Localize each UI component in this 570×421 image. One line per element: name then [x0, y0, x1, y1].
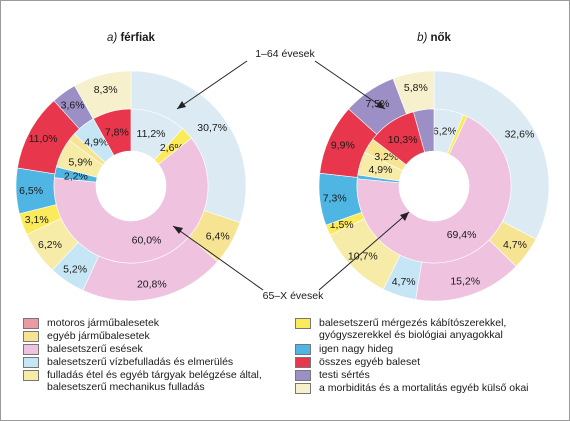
nok-inner-label-esesek: 69,4%: [447, 229, 477, 241]
nok-outer-label-esesek: 15,2%: [450, 275, 480, 287]
annotation-age-65-x: 65–X évesek: [263, 290, 324, 302]
legend-label-fulladas: fulladás étel és egyéb tárgyak belégzése…: [47, 369, 262, 393]
ferfiak-outer-label-egyeb_baleset: 11,0%: [29, 133, 58, 145]
nok-inner-label-egyeb_baleset: 10,3%: [388, 134, 418, 146]
chart-nok: 32,6%4,7%15,2%4,7%10,7%1,5%7,3%9,9%7,5%5…: [318, 32, 550, 302]
ferfiak-outer-label-vizbe: 5,2%: [63, 263, 87, 275]
annotation-age-1-64: 1–64 évesek: [255, 48, 315, 60]
nok-outer-label-egyeb_baleset: 9,9%: [331, 139, 355, 151]
legend-swatch-esesek: [23, 344, 39, 355]
arrowhead-top-left: [177, 101, 186, 109]
arrowhead-bottom-left: [173, 226, 183, 234]
nok-center-hole: [399, 151, 469, 221]
legend-label-motoros: motoros járműbalesetek: [47, 317, 160, 329]
legend-label-vizbe: balesetszerű vízbefulladás és elmerülés: [47, 356, 234, 368]
chart-ferfiak: 30,7% 6,4% 20,8% 5,2%6,2% 3,1% 6,5% 11,0% 3,6% 8…: [15, 32, 247, 302]
legend-swatch-egyeb_baleset: [295, 357, 311, 368]
donut-charts: 30,7%6,4%20,8%5,2%6,2%3,1%6,5%11,0%3,6%8…: [15, 32, 550, 302]
legend-item-egyeb_baleset: összes egyéb baleset: [295, 356, 420, 368]
arrowhead-top-right: [376, 101, 385, 109]
legend-item-fulladas: fulladás étel és egyéb tárgyak belégzése…: [23, 369, 262, 393]
nok-inner-label-fulladas: 4,9%: [369, 164, 393, 176]
ferfiak-inner-label-egyeb_baleset: 7,8%: [105, 126, 129, 138]
ferfiak-outer-label-kulso: 8,3%: [94, 84, 118, 96]
nok-outer-label-fulladas: 10,7%: [348, 251, 378, 263]
legend-item-vizbe: balesetszerű vízbefulladás és elmerülés: [23, 356, 233, 368]
legend-item-esesek: balesetszerű esések: [23, 343, 143, 355]
arrow-bottom-left: [172, 225, 264, 291]
ferfiak-outer-label-egyeb_jarmu: 6,4%: [206, 230, 230, 242]
ferfiak-inner-label-esesek: 60,0%: [132, 234, 162, 246]
arrow-top-right: [314, 60, 386, 110]
nok-inner-label-rest: 6,2%: [433, 126, 457, 138]
nok-outer-label-hideg: 7,3%: [323, 192, 347, 204]
legend-swatch-mergezes: [295, 318, 311, 329]
ferfiak-outer-label-fulladas: 6,2%: [38, 239, 62, 251]
legend-item-testi: testi sértés: [295, 369, 370, 381]
ferfiak-inner-label-fulladas: 5,9%: [68, 156, 92, 168]
legend-label-egyeb_jarmu: egyéb járműbalesetek: [47, 330, 150, 342]
arrowhead-bottom-right: [400, 212, 409, 221]
legend-swatch-testi: [295, 370, 311, 381]
legend-item-hideg: igen nagy hideg: [295, 343, 393, 355]
chart-title-nok: b) nők: [417, 32, 451, 44]
nok-outer-label-rest: 32,6%: [505, 129, 535, 141]
nok-outer-label-egyeb_jarmu: 4,7%: [503, 239, 527, 251]
annotations-layer: 1–64 évesek 65–X évesek: [172, 48, 410, 302]
arrow-bottom-right: [318, 211, 410, 291]
nok-outer-label-mergezes: 1,5%: [330, 219, 354, 231]
legend-label-egyeb_baleset: összes egyéb baleset: [319, 356, 420, 368]
legend-item-motoros: motoros járműbalesetek: [23, 317, 159, 329]
arrow-top-left: [176, 60, 248, 110]
nok-outer-label-vizbe: 4,7%: [392, 276, 416, 288]
nok-outer-label-kulso: 5,8%: [404, 82, 428, 94]
legend-label-kulso: a morbiditás és a mortalitás egyéb külső…: [319, 382, 529, 394]
ferfiak-inner-label-rest: 11,2%: [137, 128, 166, 140]
ferfiak-center-hole: [96, 151, 166, 221]
legend-item-kulso: a morbiditás és a mortalitás egyéb külső…: [295, 382, 529, 394]
ferfiak-outer-label-hideg: 6,5%: [19, 185, 43, 197]
legend-item-egyeb_jarmu: egyéb járműbalesetek: [23, 330, 150, 342]
legend-label-mergezes: balesetszerű mérgezés kábítószerekkel, g…: [319, 317, 507, 341]
ferfiak-outer-label-rest: 30,7%: [197, 122, 227, 134]
legend-swatch-egyeb_jarmu: [23, 331, 39, 342]
legend-swatch-hideg: [295, 344, 311, 355]
legend-label-hideg: igen nagy hideg: [319, 343, 394, 355]
ferfiak-inner-label-vizbe: 4,9%: [84, 137, 108, 149]
legend-label-testi: testi sértés: [319, 369, 370, 381]
legend-swatch-kulso: [295, 383, 311, 394]
chart-title-ferfiak: a) férfiak: [107, 32, 156, 44]
ferfiak-outer-label-testi: 3,6%: [61, 99, 85, 111]
legend-swatch-vizbe: [23, 357, 39, 368]
legend-label-esesek: balesetszerű esések: [47, 343, 143, 355]
charts-layer: 30,7%6,4%20,8%5,2%6,2%3,1%6,5%11,0%3,6%8…: [15, 32, 550, 302]
ferfiak-outer-label-mergezes: 3,1%: [25, 214, 49, 226]
legend-swatch-motoros: [23, 318, 39, 329]
legend-item-mergezes: balesetszerű mérgezés kábítószerekkel, g…: [295, 317, 506, 341]
ferfiak-outer-label-esesek: 20,8%: [137, 278, 167, 290]
legend-swatch-fulladas: [23, 370, 39, 381]
